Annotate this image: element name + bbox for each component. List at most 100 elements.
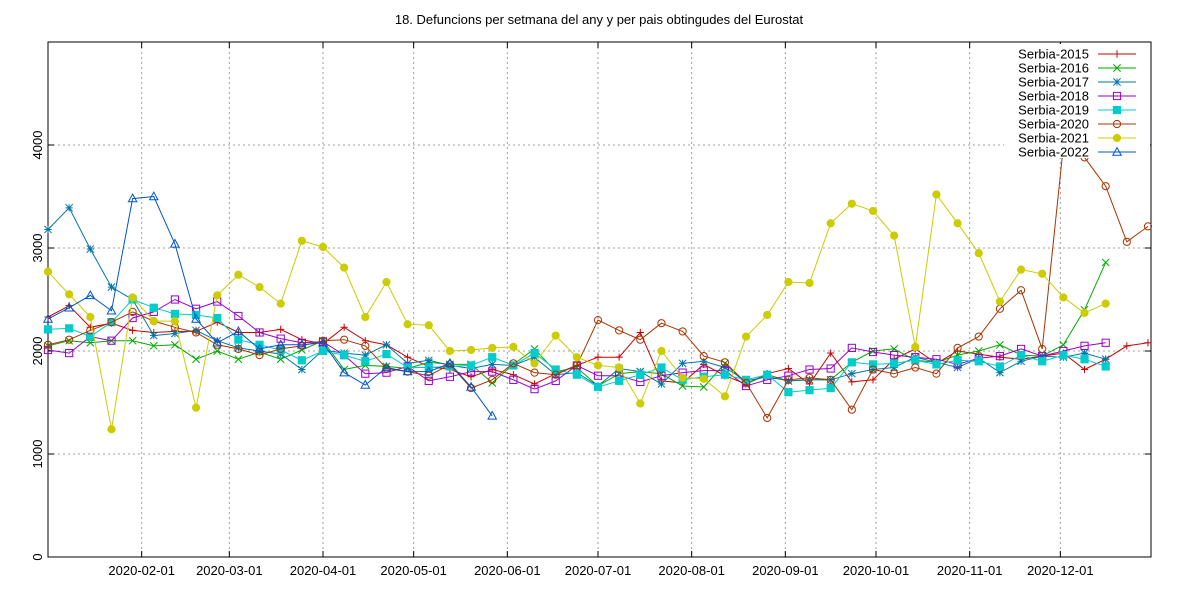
data-point-serbia-2017 — [995, 368, 1004, 377]
data-point-serbia-2018 — [488, 367, 497, 376]
x-tick-label: 2020-10-01 — [843, 563, 910, 578]
data-point-serbia-2020 — [191, 328, 201, 337]
data-point-serbia-2020 — [551, 370, 560, 379]
x-tick-label: 2020-12-01 — [1027, 563, 1094, 578]
data-point-serbia-2021 — [1059, 293, 1068, 302]
x-tick-label: 2020-05-01 — [380, 563, 447, 578]
data-point-serbia-2019 — [1101, 362, 1110, 371]
legend-marker — [1112, 119, 1122, 129]
data-point-serbia-2019 — [1038, 357, 1047, 366]
data-point-serbia-2019 — [65, 324, 74, 333]
data-point-serbia-2017 — [382, 340, 391, 349]
data-point-serbia-2019 — [530, 348, 539, 358]
data-point-serbia-2019 — [657, 363, 666, 372]
data-point-serbia-2015 — [848, 378, 856, 386]
data-point-serbia-2015 — [869, 376, 877, 384]
chart-title: 18. Defuncions per setmana del any y per… — [395, 12, 804, 27]
data-point-serbia-2019 — [826, 383, 835, 393]
data-point-serbia-2020 — [86, 326, 95, 335]
data-point-serbia-2020 — [128, 307, 137, 316]
data-point-serbia-2021 — [763, 310, 772, 320]
data-point-serbia-2018 — [868, 347, 878, 357]
data-point-serbia-2017 — [678, 359, 687, 368]
data-point-serbia-2020 — [297, 341, 306, 350]
data-point-serbia-2019 — [615, 376, 624, 385]
data-point-serbia-2020 — [466, 383, 476, 393]
data-point-serbia-2020 — [805, 373, 814, 382]
data-point-serbia-2019 — [763, 370, 772, 379]
data-point-serbia-2020 — [1038, 344, 1047, 354]
data-point-serbia-2020 — [974, 332, 983, 341]
data-point-serbia-2021 — [170, 317, 180, 326]
x-tick-label: 2020-06-01 — [474, 563, 541, 578]
data-point-serbia-2021 — [826, 219, 835, 228]
data-point-serbia-2020 — [1143, 222, 1153, 231]
series-layer — [42, 141, 1153, 434]
data-point-serbia-2019 — [466, 361, 476, 370]
data-point-serbia-2018 — [805, 365, 814, 374]
x-tick-label: 2020-09-01 — [752, 563, 819, 578]
data-point-serbia-2022 — [85, 289, 96, 300]
data-point-serbia-2019 — [805, 386, 814, 395]
legend-marker — [1113, 64, 1121, 72]
data-point-serbia-2022 — [191, 313, 202, 323]
data-point-serbia-2018 — [276, 334, 285, 343]
data-point-serbia-2021 — [932, 190, 941, 199]
data-point-serbia-2020 — [318, 336, 328, 345]
data-point-serbia-2021 — [255, 283, 264, 292]
data-point-serbia-2017 — [276, 350, 285, 359]
data-point-serbia-2020 — [572, 361, 581, 370]
data-point-serbia-2020 — [720, 358, 730, 367]
data-point-serbia-2021 — [65, 290, 74, 299]
data-point-serbia-2022 — [317, 337, 329, 347]
series-serbia-2022 — [42, 191, 498, 420]
data-point-serbia-2019 — [593, 382, 603, 392]
data-point-serbia-2017 — [1080, 349, 1089, 358]
data-point-serbia-2019 — [382, 349, 391, 359]
data-point-serbia-2017 — [953, 363, 962, 372]
data-point-serbia-2020 — [509, 359, 518, 368]
legend-label: Serbia-2015 — [1018, 47, 1089, 62]
data-point-serbia-2017 — [699, 357, 708, 366]
data-point-serbia-2021 — [86, 312, 95, 322]
data-point-serbia-2017 — [361, 351, 370, 360]
legend-entry-serbia-2021: Serbia-2021 — [1018, 131, 1136, 146]
data-point-serbia-2021 — [1101, 299, 1110, 308]
series-serbia-2021 — [43, 190, 1110, 434]
data-point-serbia-2018 — [445, 372, 455, 381]
data-point-serbia-2017 — [255, 347, 264, 355]
data-point-serbia-2015 — [530, 380, 539, 388]
legend-marker — [1113, 50, 1121, 58]
data-point-serbia-2021 — [995, 297, 1005, 306]
data-point-serbia-2016 — [170, 340, 179, 349]
data-point-serbia-2021 — [149, 317, 158, 326]
data-point-serbia-2021 — [657, 346, 666, 356]
data-point-serbia-2021 — [213, 291, 222, 300]
y-tick-label: 0 — [30, 553, 45, 560]
data-point-serbia-2021 — [784, 277, 793, 287]
data-point-serbia-2017 — [234, 343, 243, 352]
data-point-serbia-2019 — [974, 357, 983, 366]
legend-marker — [1111, 146, 1123, 156]
data-point-serbia-2020 — [911, 363, 920, 372]
data-point-serbia-2021 — [1038, 269, 1047, 278]
data-point-serbia-2021 — [445, 346, 455, 356]
data-point-serbia-2015 — [784, 364, 792, 373]
data-point-serbia-2019 — [784, 388, 793, 397]
data-point-serbia-2016 — [192, 355, 201, 364]
data-point-serbia-2021 — [911, 342, 920, 351]
data-point-serbia-2019 — [1016, 351, 1026, 360]
data-point-serbia-2017 — [1101, 355, 1110, 364]
data-point-serbia-2015 — [1123, 342, 1131, 350]
data-point-serbia-2019 — [213, 313, 222, 323]
data-point-serbia-2015 — [827, 349, 835, 357]
data-point-serbia-2020 — [1101, 182, 1110, 191]
data-point-serbia-2016 — [44, 341, 52, 350]
data-point-serbia-2017 — [213, 336, 222, 345]
data-point-serbia-2021 — [488, 343, 497, 353]
data-point-serbia-2022 — [42, 313, 54, 323]
data-point-serbia-2022 — [254, 343, 265, 353]
data-point-serbia-2021 — [1080, 308, 1089, 317]
data-point-serbia-2020 — [1016, 286, 1026, 295]
data-point-serbia-2018 — [255, 328, 264, 337]
